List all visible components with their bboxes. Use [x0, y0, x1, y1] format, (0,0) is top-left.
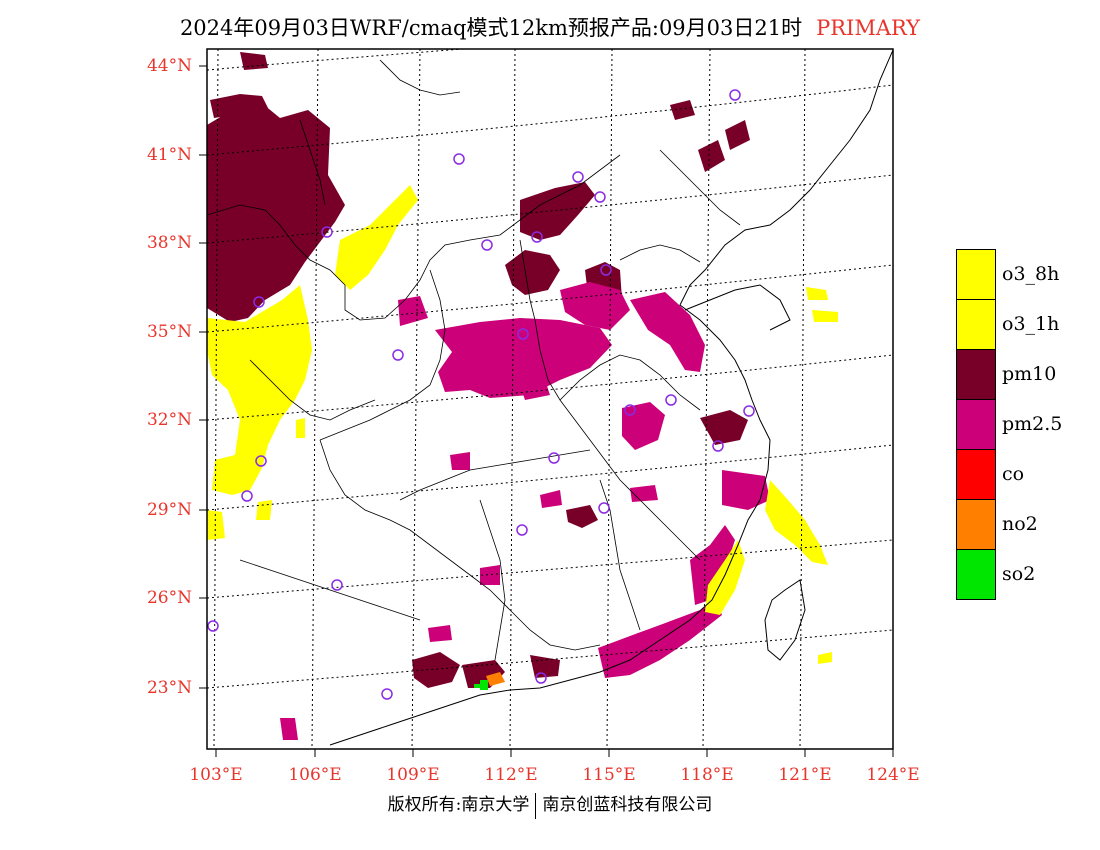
legend-label: no2 — [1002, 513, 1038, 535]
station-marker — [665, 394, 677, 406]
title-text: 2024年09月03日WRF/cmaq模式12km预报产品:09月03日21时 — [179, 16, 803, 40]
lon-label-115e: 115°E — [582, 765, 636, 785]
station-marker — [331, 579, 343, 591]
station-marker — [624, 404, 636, 416]
station-marker — [481, 239, 493, 251]
station-marker — [743, 405, 755, 417]
station-marker — [531, 231, 543, 243]
map-border — [206, 48, 894, 750]
legend-swatch — [956, 299, 996, 350]
station-marker — [253, 296, 265, 308]
lat-label-38n: 38°N — [146, 233, 192, 253]
copyright-divider — [535, 792, 537, 819]
o3-regions — [207, 185, 838, 664]
legend-swatch — [956, 549, 996, 600]
station-marker — [381, 688, 393, 700]
map-title: 2024年09月03日WRF/cmaq模式12km预报产品:09月03日21时 P… — [0, 12, 1100, 42]
station-marker — [548, 452, 560, 464]
legend-swatch — [956, 399, 996, 450]
legend-swatch — [956, 449, 996, 500]
station-marker — [598, 502, 610, 514]
legend-label: o3_8h — [1002, 263, 1060, 285]
lat-label-26n: 26°N — [146, 588, 192, 608]
station-marker — [516, 524, 528, 536]
coastline — [329, 49, 893, 746]
station-marker — [321, 226, 333, 238]
lon-label-124e: 124°E — [866, 765, 920, 785]
station-marker — [255, 455, 267, 467]
station-marker — [594, 191, 606, 203]
lon-label-106e: 106°E — [288, 765, 342, 785]
lat-label-35n: 35°N — [146, 322, 192, 342]
legend-swatch — [956, 249, 996, 300]
station-marker — [241, 490, 253, 502]
lat-label-23n: 23°N — [146, 678, 192, 698]
lon-label-118e: 118°E — [680, 765, 734, 785]
title-tag: PRIMARY — [816, 16, 921, 40]
axis-ticks — [199, 65, 894, 757]
station-marker — [535, 672, 547, 684]
legend-label: pm2.5 — [1002, 413, 1063, 435]
legend-label: co — [1002, 463, 1025, 485]
legend-label: so2 — [1002, 563, 1036, 585]
station-marker — [517, 328, 529, 340]
legend-swatch — [956, 499, 996, 550]
lat-label-41n: 41°N — [146, 145, 192, 165]
legend-swatch — [956, 349, 996, 400]
station-marker — [207, 620, 219, 632]
station-marker — [453, 153, 465, 165]
station-marker — [392, 349, 404, 361]
legend-label: pm10 — [1002, 363, 1057, 385]
lat-label-44n: 44°N — [146, 56, 192, 76]
lon-label-121e: 121°E — [778, 765, 832, 785]
copyright-footer: 版权所有:南京大学 南京创蓝科技有限公司 — [0, 790, 1100, 819]
copyright-right: 南京创蓝科技有限公司 — [542, 795, 713, 815]
lon-label-112e: 112°E — [484, 765, 538, 785]
lat-label-32n: 32°N — [146, 410, 192, 430]
station-marker — [712, 440, 724, 452]
station-marker — [600, 264, 612, 276]
pm25-regions — [280, 282, 770, 740]
copyright-left: 版权所有:南京大学 — [387, 795, 530, 815]
lon-label-103e: 103°E — [189, 765, 243, 785]
lon-label-109e: 109°E — [386, 765, 440, 785]
station-marker — [572, 171, 584, 183]
station-markers — [207, 89, 755, 700]
lat-label-29n: 29°N — [146, 500, 192, 520]
so2-regions — [474, 680, 488, 690]
no2-regions — [486, 672, 505, 686]
legend-label: o3_1h — [1002, 313, 1060, 335]
station-marker — [729, 89, 741, 101]
